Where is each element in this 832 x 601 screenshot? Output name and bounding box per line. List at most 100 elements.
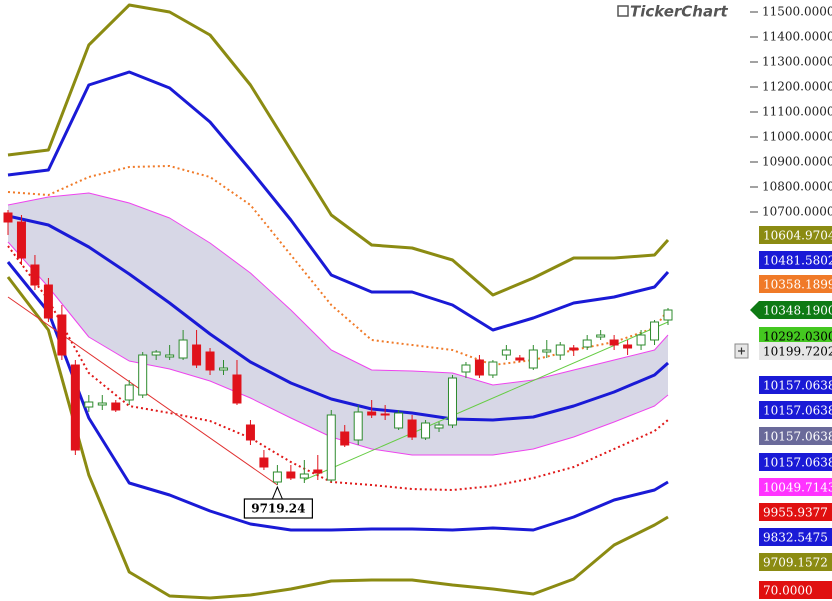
- tag-box: [759, 342, 832, 360]
- candle-body: [474, 359, 484, 376]
- y-tick-label: 11200.0000: [762, 80, 832, 94]
- tag-label: 70.0000: [763, 584, 813, 598]
- candle-body: [515, 357, 525, 361]
- candle-body: [650, 321, 660, 341]
- band-line: [7, 192, 669, 386]
- candle-body: [582, 339, 592, 348]
- price-tag: 70.0000: [759, 581, 832, 599]
- candle-body: [43, 284, 53, 319]
- logo: TickerChart: [630, 3, 728, 21]
- tag-label: 10157.0638: [763, 379, 832, 393]
- candle-body: [326, 414, 336, 481]
- tag-label: 9709.1572: [763, 556, 828, 570]
- candle-body: [394, 412, 404, 429]
- y-tick-label: 11500.0000: [762, 5, 832, 19]
- candle-body: [636, 334, 646, 346]
- tag-box: [759, 453, 832, 471]
- annotation-box: [243, 498, 313, 519]
- candle-body: [151, 351, 161, 356]
- candle-body: [501, 349, 511, 356]
- candle-body: [407, 419, 417, 438]
- tag-arrow: [750, 301, 759, 319]
- candle-body: [299, 473, 309, 479]
- tag-box: [759, 427, 832, 445]
- tag-label: 10481.5802: [763, 254, 832, 268]
- tag-label: 10199.7202: [763, 345, 832, 359]
- candle-body: [353, 411, 363, 441]
- tag-box: [759, 327, 832, 345]
- price-tag: 9709.1572: [759, 553, 832, 571]
- tag-box: [759, 503, 832, 521]
- tag-box: [759, 251, 832, 269]
- plot-area: 9719.24: [3, 3, 673, 600]
- candle-body: [219, 367, 229, 371]
- y-tick-label: 10900.0000: [762, 155, 832, 169]
- tag-label: 10157.0638: [763, 430, 832, 444]
- price-tag: 10157.0638: [759, 376, 832, 394]
- candle-body: [232, 374, 242, 404]
- price-tag: 10157.0638: [759, 453, 832, 471]
- annotation-label: 9719.24: [251, 502, 305, 516]
- y-tick-label: 10700.0000: [762, 205, 832, 219]
- band-fill: [8, 193, 668, 455]
- y-tick-label: 10800.0000: [762, 180, 832, 194]
- band-line: [7, 241, 669, 456]
- candle-body: [623, 344, 633, 349]
- price-tag: 10157.0638: [759, 427, 832, 445]
- price-tag: 10481.5802: [759, 251, 832, 269]
- price-tag: 10199.7202: [734, 342, 832, 360]
- candle-body: [367, 411, 377, 416]
- tag-box: [759, 275, 832, 293]
- candle-body: [84, 401, 94, 408]
- y-tick-label: 11400.0000: [762, 30, 832, 44]
- candle-body: [313, 469, 323, 474]
- candle-body: [569, 347, 579, 351]
- price-tag: 9955.9377: [759, 503, 832, 521]
- candle-body: [663, 309, 673, 321]
- tag-label: 10157.0638: [763, 456, 832, 470]
- tag-label: 10348.1900: [763, 304, 832, 318]
- candle-body: [245, 424, 255, 441]
- tag-box: [759, 478, 832, 496]
- candle-body: [272, 471, 282, 483]
- price-tag: 10157.0638: [759, 401, 832, 419]
- candle-body: [205, 351, 215, 371]
- tag-plus: [738, 347, 745, 355]
- tag-label: 9832.5475: [763, 531, 828, 545]
- candle-body: [57, 314, 67, 356]
- tag-box: [759, 553, 832, 571]
- tag-label: 10604.9704: [763, 229, 832, 243]
- candle-body: [70, 364, 80, 451]
- band-line: [6, 276, 669, 600]
- candle-body: [138, 354, 148, 396]
- price-tag: 10348.1900: [750, 301, 832, 319]
- tag-box: [759, 376, 832, 394]
- candle-body: [609, 339, 619, 346]
- price-axis-panel: [748, 0, 832, 601]
- band-line: [7, 214, 669, 422]
- price-tag: 10604.9704: [759, 226, 832, 244]
- candle-body: [259, 457, 269, 468]
- y-tick-label: 11100.0000: [762, 105, 832, 119]
- tag-box: [759, 301, 832, 319]
- tag-box: [759, 226, 832, 244]
- candle-body: [124, 384, 134, 401]
- candle-body: [97, 402, 107, 406]
- candle-body: [542, 349, 552, 353]
- band-line: [7, 3, 670, 297]
- price-tag: 10358.1899: [759, 275, 832, 293]
- candle-body: [528, 349, 538, 369]
- candle-body: [165, 354, 175, 358]
- tag-box: [759, 581, 832, 599]
- tag-label: 9955.9377: [763, 506, 828, 520]
- candle-body: [488, 361, 498, 376]
- price-tag: 10292.0300: [759, 327, 832, 345]
- candle-body: [16, 221, 26, 259]
- candle-body: [380, 413, 390, 416]
- y-tick-label: 11000.0000: [762, 130, 832, 144]
- tag-label: 10157.0638: [763, 404, 832, 418]
- tag-box: [759, 401, 832, 419]
- candle-body: [421, 422, 431, 439]
